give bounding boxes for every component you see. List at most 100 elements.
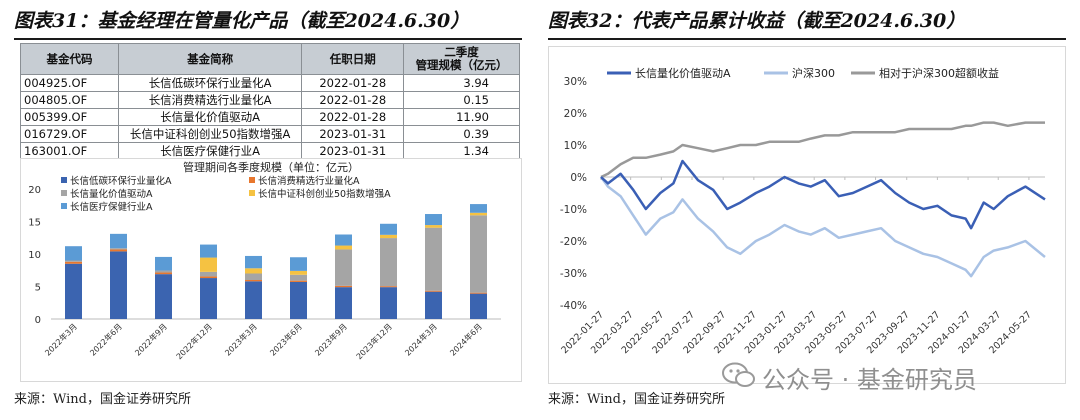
y-tick-label: 0 [35, 315, 41, 326]
fund-table: 基金代码 基金简称 任职日期 二季度 管理规模（亿元） 004925.OF 长信… [20, 43, 520, 160]
table-row: 005399.OF 长信量化价值驱动A 2022-01-28 11.90 [20, 108, 520, 126]
bar-segment [470, 293, 487, 319]
right-figure-title: 图表32：代表产品累计收益（截至2024.6.30） [548, 10, 966, 32]
cell-aum: 1.34 [403, 142, 520, 160]
legend-swatch [61, 203, 67, 209]
x-tick-label: 2023年3月 [223, 321, 259, 357]
bar-segment [200, 244, 217, 258]
x-tick-label: 2022年3月 [43, 321, 79, 357]
bar-segment [380, 287, 397, 319]
legend-swatch [61, 177, 67, 183]
cell-fund-code: 004925.OF [20, 74, 119, 92]
bar-segment [155, 272, 172, 275]
y-tick-label: 20 [28, 185, 41, 196]
bar-segment [245, 273, 262, 280]
cell-start-date: 2023-01-31 [301, 142, 405, 160]
bar-segment [200, 276, 217, 279]
header-start-date: 任职日期 [301, 43, 405, 75]
y-tick-label: 30% [564, 76, 587, 88]
legend-swatch [249, 177, 255, 183]
x-tick-label: 2022年12月 [174, 321, 214, 361]
cell-fund-name: 长信医疗保健行业A [117, 142, 303, 160]
right-source-note: 来源：Wind，国金证券研究所 [548, 392, 725, 407]
bar-segment [335, 234, 352, 246]
y-tick-label: 0% [570, 172, 587, 184]
legend-swatch [249, 190, 255, 196]
wechat-icon [722, 362, 755, 387]
bar-segment [110, 248, 127, 250]
table-header-row: 基金代码 基金简称 任职日期 二季度 管理规模（亿元） [20, 43, 520, 75]
cell-fund-code: 016729.OF [20, 125, 119, 143]
bar-segment [470, 204, 487, 213]
cell-fund-name: 长信消费精选行业量化A [117, 91, 303, 109]
legend-label: 长信量化价值驱动A [70, 188, 153, 200]
y-tick-label: -30% [560, 268, 587, 280]
cell-aum: 3.94 [403, 74, 520, 92]
x-tick-label: 2022年6月 [88, 321, 124, 357]
bar-segment [470, 212, 487, 216]
legend-label: 沪深300 [792, 66, 835, 80]
y-tick-label: -20% [560, 236, 587, 248]
bar-segment [290, 280, 307, 282]
bar-segment [65, 246, 82, 261]
bar-segment [425, 214, 442, 226]
bar-segment [425, 291, 442, 319]
legend-label: 长信消费精选行业量化A [258, 175, 360, 187]
header-fund-code: 基金代码 [20, 43, 119, 75]
y-tick-label: 10 [28, 250, 41, 261]
bar-segment [245, 280, 262, 282]
bar-segment [110, 249, 127, 252]
bar-segment [380, 234, 397, 239]
y-tick-label: 5 [35, 283, 41, 294]
cell-fund-name: 长信量化价值驱动A [117, 108, 303, 126]
bar-segment [155, 270, 172, 273]
watermark-text: 公众号 · 基金研究员 [762, 366, 977, 394]
bar-segment [200, 278, 217, 319]
legend-label: 长信量化价值驱动A [635, 66, 731, 80]
table-row: 016729.OF 长信中证科创创业50指数增强A 2023-01-31 0.3… [20, 125, 520, 143]
cell-fund-name: 长信低碳环保行业量化A [117, 74, 303, 92]
bar-segment [335, 285, 352, 288]
header-q2-line1: 二季度 [444, 45, 479, 59]
bar-segment [245, 268, 262, 274]
bar-segment [290, 270, 307, 275]
cell-start-date: 2022-01-28 [301, 74, 405, 92]
series-line [600, 121, 1045, 179]
table-row: 163001.OF 长信医疗保健行业A 2023-01-31 1.34 [20, 142, 520, 160]
bar-segment [290, 274, 307, 281]
cell-start-date: 2022-01-28 [301, 108, 405, 126]
bar-segment [380, 223, 397, 235]
x-tick-label: 2023年9月 [313, 321, 349, 357]
header-q2-aum: 二季度 管理规模（亿元） [403, 43, 520, 75]
bar-segment [380, 286, 397, 288]
cell-fund-name: 长信中证科创创业50指数增强A [117, 125, 303, 143]
bar-chart-title: 管理期间各季度规模（单位：亿元） [183, 160, 359, 174]
bar-segment [335, 245, 352, 250]
bar-segment [245, 281, 262, 319]
header-q2-line2: 管理规模（亿元） [415, 58, 508, 72]
y-tick-label: 20% [564, 108, 587, 120]
y-tick-label: -40% [560, 300, 587, 312]
bar-segment [425, 290, 442, 292]
legend-label: 长信低碳环保行业量化A [70, 175, 172, 187]
bar-segment [245, 255, 262, 269]
cell-start-date: 2022-01-28 [301, 91, 405, 109]
cell-fund-code: 163001.OF [20, 142, 119, 160]
series-line [599, 176, 1046, 278]
legend-label: 相对于沪深300超额收益 [879, 66, 999, 80]
bar-segment [200, 271, 217, 277]
series-line [600, 159, 1046, 230]
y-tick-label: -10% [560, 204, 587, 216]
bar-segment [110, 233, 127, 249]
x-tick-label: 2023年12月 [354, 321, 394, 361]
bar-segment [335, 249, 352, 286]
legend-label: 长信中证科创创业50指数增强A [258, 188, 391, 200]
bar-segment [65, 263, 82, 319]
bar-segment [470, 292, 487, 294]
bar-segment [65, 261, 82, 264]
x-tick-label: 2022年9月 [133, 321, 169, 357]
x-tick-label: 2024年6月 [448, 321, 484, 357]
aum-chart-panel: 管理期间各季度规模（单位：亿元） 0 5 10 15 20 2022年3月 2022年6月 20… [20, 158, 522, 382]
bar-segment [425, 227, 442, 291]
